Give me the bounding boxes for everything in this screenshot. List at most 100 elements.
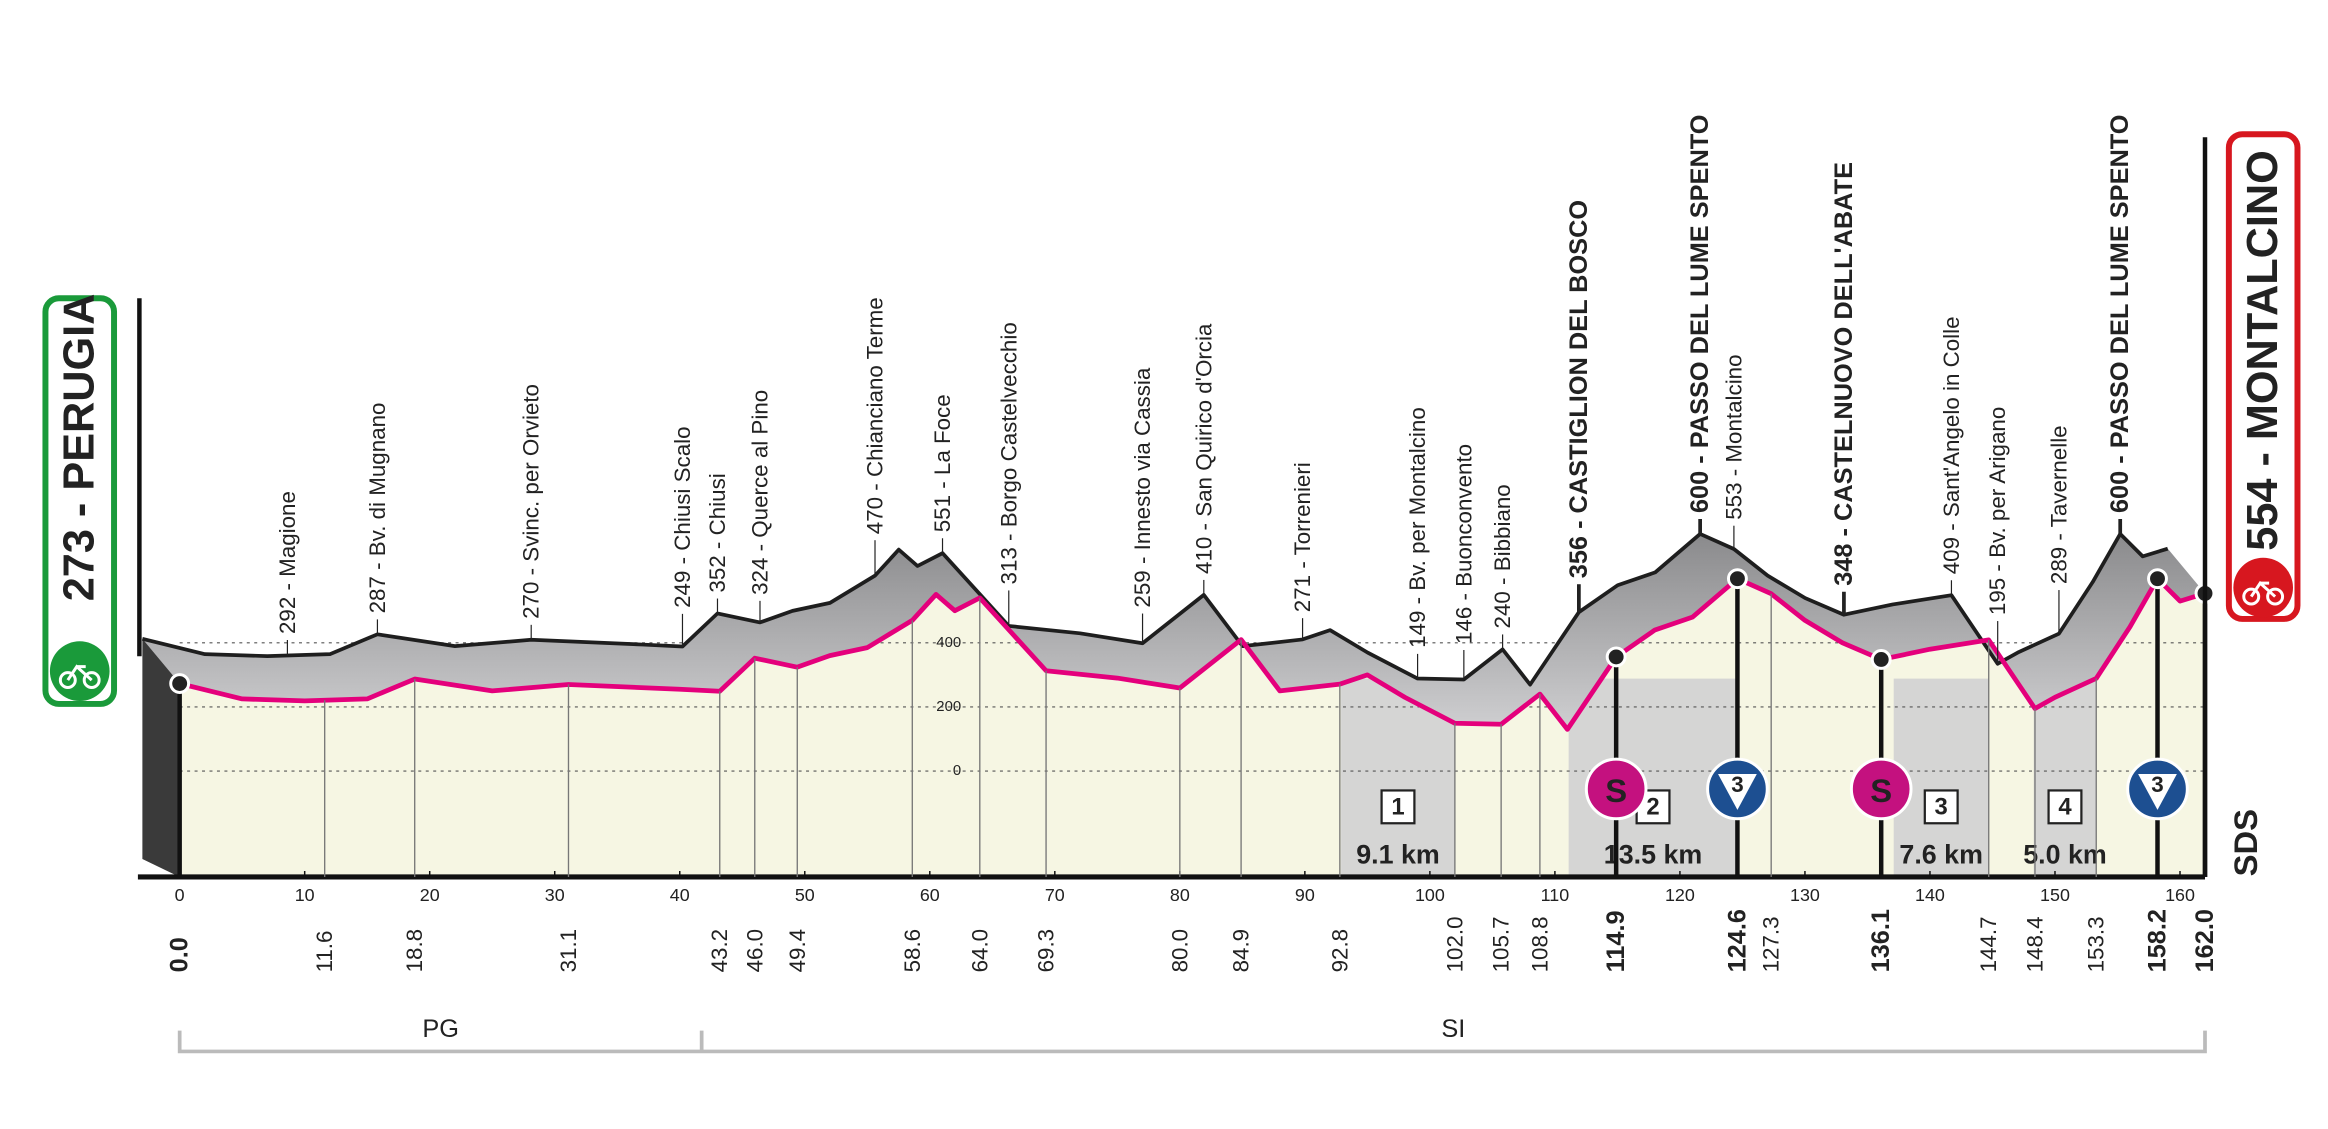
x-tick-label: 40 <box>670 885 690 905</box>
waypoint-label: 551 - La Foce <box>930 394 955 532</box>
x-tick-label: 60 <box>920 885 940 905</box>
sector-number: 4 <box>2058 793 2072 820</box>
x-tick-label: 0 <box>175 885 185 905</box>
waypoint-marker <box>169 673 191 694</box>
sector-number-box <box>1923 789 1959 825</box>
waypoint-km: 43.2 <box>707 929 732 973</box>
waypoint-label: 600 - PASSO DEL LUME SPENTO <box>2106 114 2134 513</box>
waypoint-label: 352 - Chiusi <box>705 473 730 592</box>
waypoint-km: 0.0 <box>166 937 194 972</box>
sprint-badge <box>1849 757 1913 821</box>
sector-length: 9.1 km <box>1356 840 1440 870</box>
waypoint-label: 195 - Bv. per Arigano <box>1985 407 2010 615</box>
x-tick-label: 110 <box>1541 885 1570 905</box>
waypoint-km: 114.9 <box>1602 910 1630 972</box>
waypoint-label: 410 - San Quirico d'Orcia <box>1191 323 1216 574</box>
waypoint-km: 158.2 <box>2143 909 2171 972</box>
waypoint-label: 271 - Torrenieri <box>1290 462 1315 612</box>
waypoint-label: 409 - Sant'Angelo in Colle <box>1939 316 1964 574</box>
start-frame <box>42 295 118 707</box>
badge-text: 3 <box>1731 772 1743 797</box>
waypoint-label: 470 - Chianciano Terme <box>863 297 888 534</box>
x-tick-label: 70 <box>1045 885 1065 905</box>
waypoint-label: 313 - Borgo Castelvecchio <box>996 322 1021 584</box>
sector-number: 3 <box>1935 793 1948 820</box>
waypoint-km: 127.3 <box>1759 916 1784 972</box>
waypoint-label: 287 - Bv. di Mugnano <box>365 403 390 614</box>
region-label: SI <box>1441 1015 1465 1043</box>
waypoint-label: 249 - Chiusi Scalo <box>670 426 695 607</box>
x-tick-label: 30 <box>545 885 565 905</box>
kom-triangle <box>2138 774 2177 810</box>
x-tick-label: 80 <box>1170 885 1190 905</box>
waypoint-marker <box>2147 568 2168 590</box>
sector-length: 13.5 km <box>1604 840 1702 870</box>
waypoint-km: 80.0 <box>1167 929 1192 973</box>
waypoint-km: 69.3 <box>1034 929 1059 973</box>
x-tick-label: 130 <box>1790 885 1820 905</box>
sector-length: 7.6 km <box>1899 840 1983 870</box>
waypoint-label: 348 - CASTELNUOVO DELL'ABATE <box>1830 162 1858 586</box>
start-wall <box>142 638 180 877</box>
waypoint-label: 600 - PASSO DEL LUME SPENTO <box>1686 114 1714 513</box>
waypoint-km: 136.1 <box>1867 909 1895 972</box>
waypoint-km: 31.1 <box>556 929 581 973</box>
waypoint-marker <box>1726 568 1748 590</box>
waypoint-label: 259 - Innesto via Cassia <box>1130 367 1155 607</box>
profile-relief <box>142 533 2206 730</box>
waypoint-km: 84.9 <box>1229 929 1254 973</box>
waypoint-label: 146 - Buonconvento <box>1451 444 1476 644</box>
waypoint-km: 148.4 <box>2022 916 2047 972</box>
waypoint-marker <box>1870 649 1892 670</box>
kom-triangle <box>1718 774 1757 810</box>
sector-shade <box>2033 678 2097 877</box>
profile-line <box>179 576 2206 732</box>
waypoint-km: 92.8 <box>1327 929 1352 973</box>
region-label: PG <box>422 1015 459 1043</box>
sector-number: 2 <box>1646 793 1659 820</box>
waypoint-label: 292 - Magione <box>275 491 300 634</box>
sector-number-box <box>1380 789 1416 825</box>
x-tick-label: 160 <box>2165 885 2195 905</box>
waypoint-marker <box>1605 646 1627 668</box>
sector-length: 5.0 km <box>2023 840 2107 870</box>
y-tick-label: 400 <box>936 635 961 651</box>
waypoint-km: 108.8 <box>1527 916 1552 972</box>
y-tick-label: 200 <box>936 699 961 715</box>
badge-text: S <box>1605 772 1627 809</box>
bike-icon <box>2242 580 2285 606</box>
start-box: 273 - PERUGIA <box>42 294 118 707</box>
finish-frame <box>2225 131 2301 622</box>
waypoint-km: 11.6 <box>312 931 337 973</box>
profile-top <box>141 532 2169 687</box>
logo: SDS <box>2227 809 2264 876</box>
waypoint-km: 18.8 <box>402 929 427 973</box>
waypoint-label: 356 - CASTIGLION DEL BOSCO <box>1565 200 1593 578</box>
sprint-badge <box>1584 757 1648 821</box>
waypoint-km: 102.0 <box>1442 916 1467 972</box>
waypoint-label: 240 - Bibbiano <box>1490 484 1515 628</box>
waypoint-km: 162.0 <box>2191 909 2219 972</box>
sector-number-box <box>2047 789 2083 825</box>
x-tick-label: 10 <box>295 885 315 905</box>
x-tick-label: 20 <box>420 885 440 905</box>
waypoint-km: 153.3 <box>2084 916 2109 972</box>
x-tick-label: 140 <box>1915 885 1945 905</box>
waypoint-km: 46.0 <box>742 929 767 973</box>
waypoint-label: 149 - Bv. per Montalcino <box>1405 407 1430 648</box>
sector-number: 1 <box>1391 793 1404 820</box>
waypoint-km: 105.7 <box>1489 916 1514 972</box>
waypoint-label: 324 - Querce al Pino <box>747 390 772 595</box>
waypoint-km: 58.6 <box>900 929 925 973</box>
waypoint-km: 144.7 <box>1976 916 2001 972</box>
y-tick-label: 0 <box>953 763 961 779</box>
x-tick-label: 120 <box>1665 885 1695 905</box>
start-label: 273 - PERUGIA <box>56 294 104 602</box>
waypoint-label: 289 - Tavernelle <box>2046 425 2071 584</box>
waypoint-km: 49.4 <box>785 929 810 973</box>
region-bracket <box>177 1030 2207 1054</box>
